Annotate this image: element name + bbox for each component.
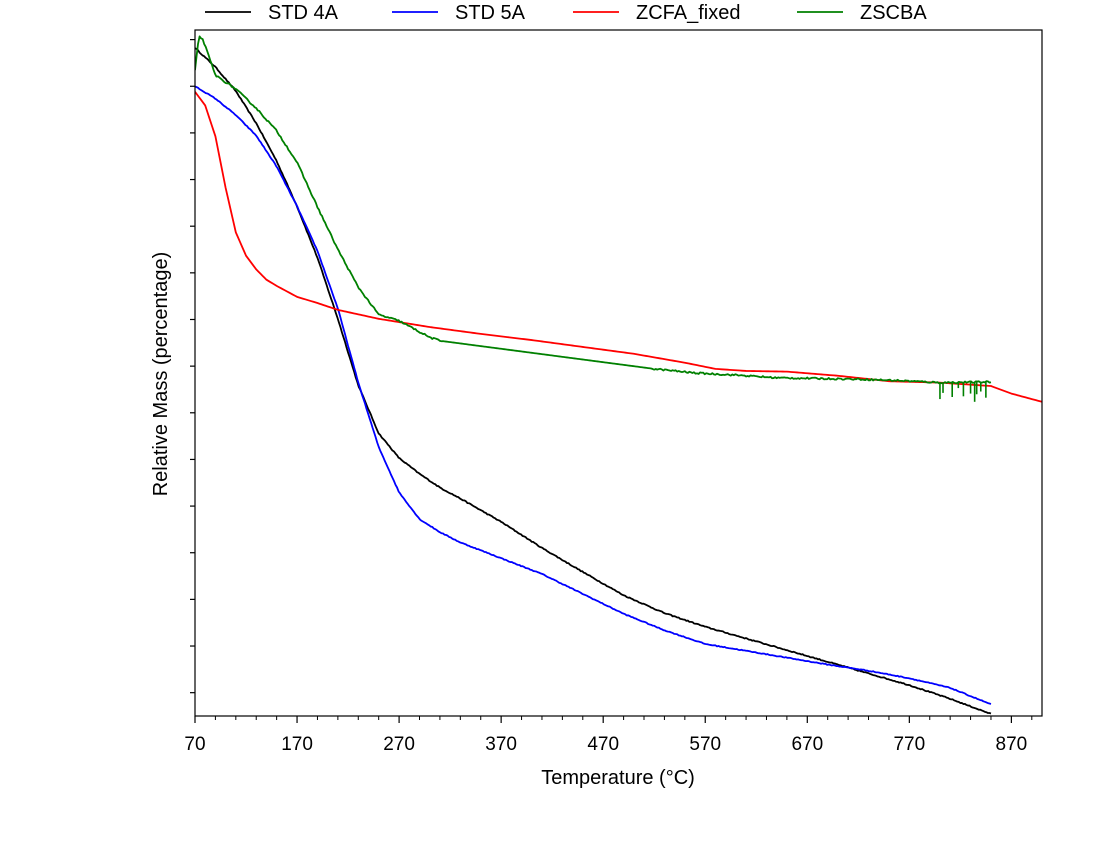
series-line-zscba (195, 35, 992, 385)
legend-label: ZCFA_fixed (636, 2, 740, 24)
x-tick-label: 170 (281, 734, 313, 755)
x-tick-label: 70 (184, 734, 205, 755)
series-line-std-4a (195, 47, 992, 715)
y-axis (190, 39, 195, 694)
x-axis: 70 170 270 370 470 570 670 770 870 (184, 716, 1033, 755)
x-axis-label: Temperature (°C) (541, 767, 695, 789)
x-tick-label: 570 (689, 734, 721, 755)
legend: STD 4A STD 5A ZCFA_fixed ZSCBA (205, 2, 927, 24)
plot-frame (194, 29, 1043, 717)
legend-entry: ZSCBA (797, 2, 927, 24)
legend-entry: STD 4A (205, 2, 339, 24)
series-line-zcfa-fixed (195, 91, 1042, 403)
x-tick-label: 870 (996, 734, 1028, 755)
legend-label: ZSCBA (860, 2, 927, 24)
legend-label: STD 5A (455, 2, 526, 24)
x-tick-label: 470 (587, 734, 619, 755)
legend-entry: ZCFA_fixed (573, 2, 740, 24)
x-tick-label: 270 (383, 734, 415, 755)
y-axis-label: Relative Mass (percentage) (150, 252, 172, 497)
legend-label: STD 4A (268, 2, 339, 24)
x-tick-label: 370 (485, 734, 517, 755)
series-line-std-5a (195, 85, 992, 705)
legend-entry: STD 5A (392, 2, 526, 24)
plot-area (194, 29, 1043, 717)
x-tick-label: 670 (791, 734, 823, 755)
x-tick-label: 770 (893, 734, 925, 755)
